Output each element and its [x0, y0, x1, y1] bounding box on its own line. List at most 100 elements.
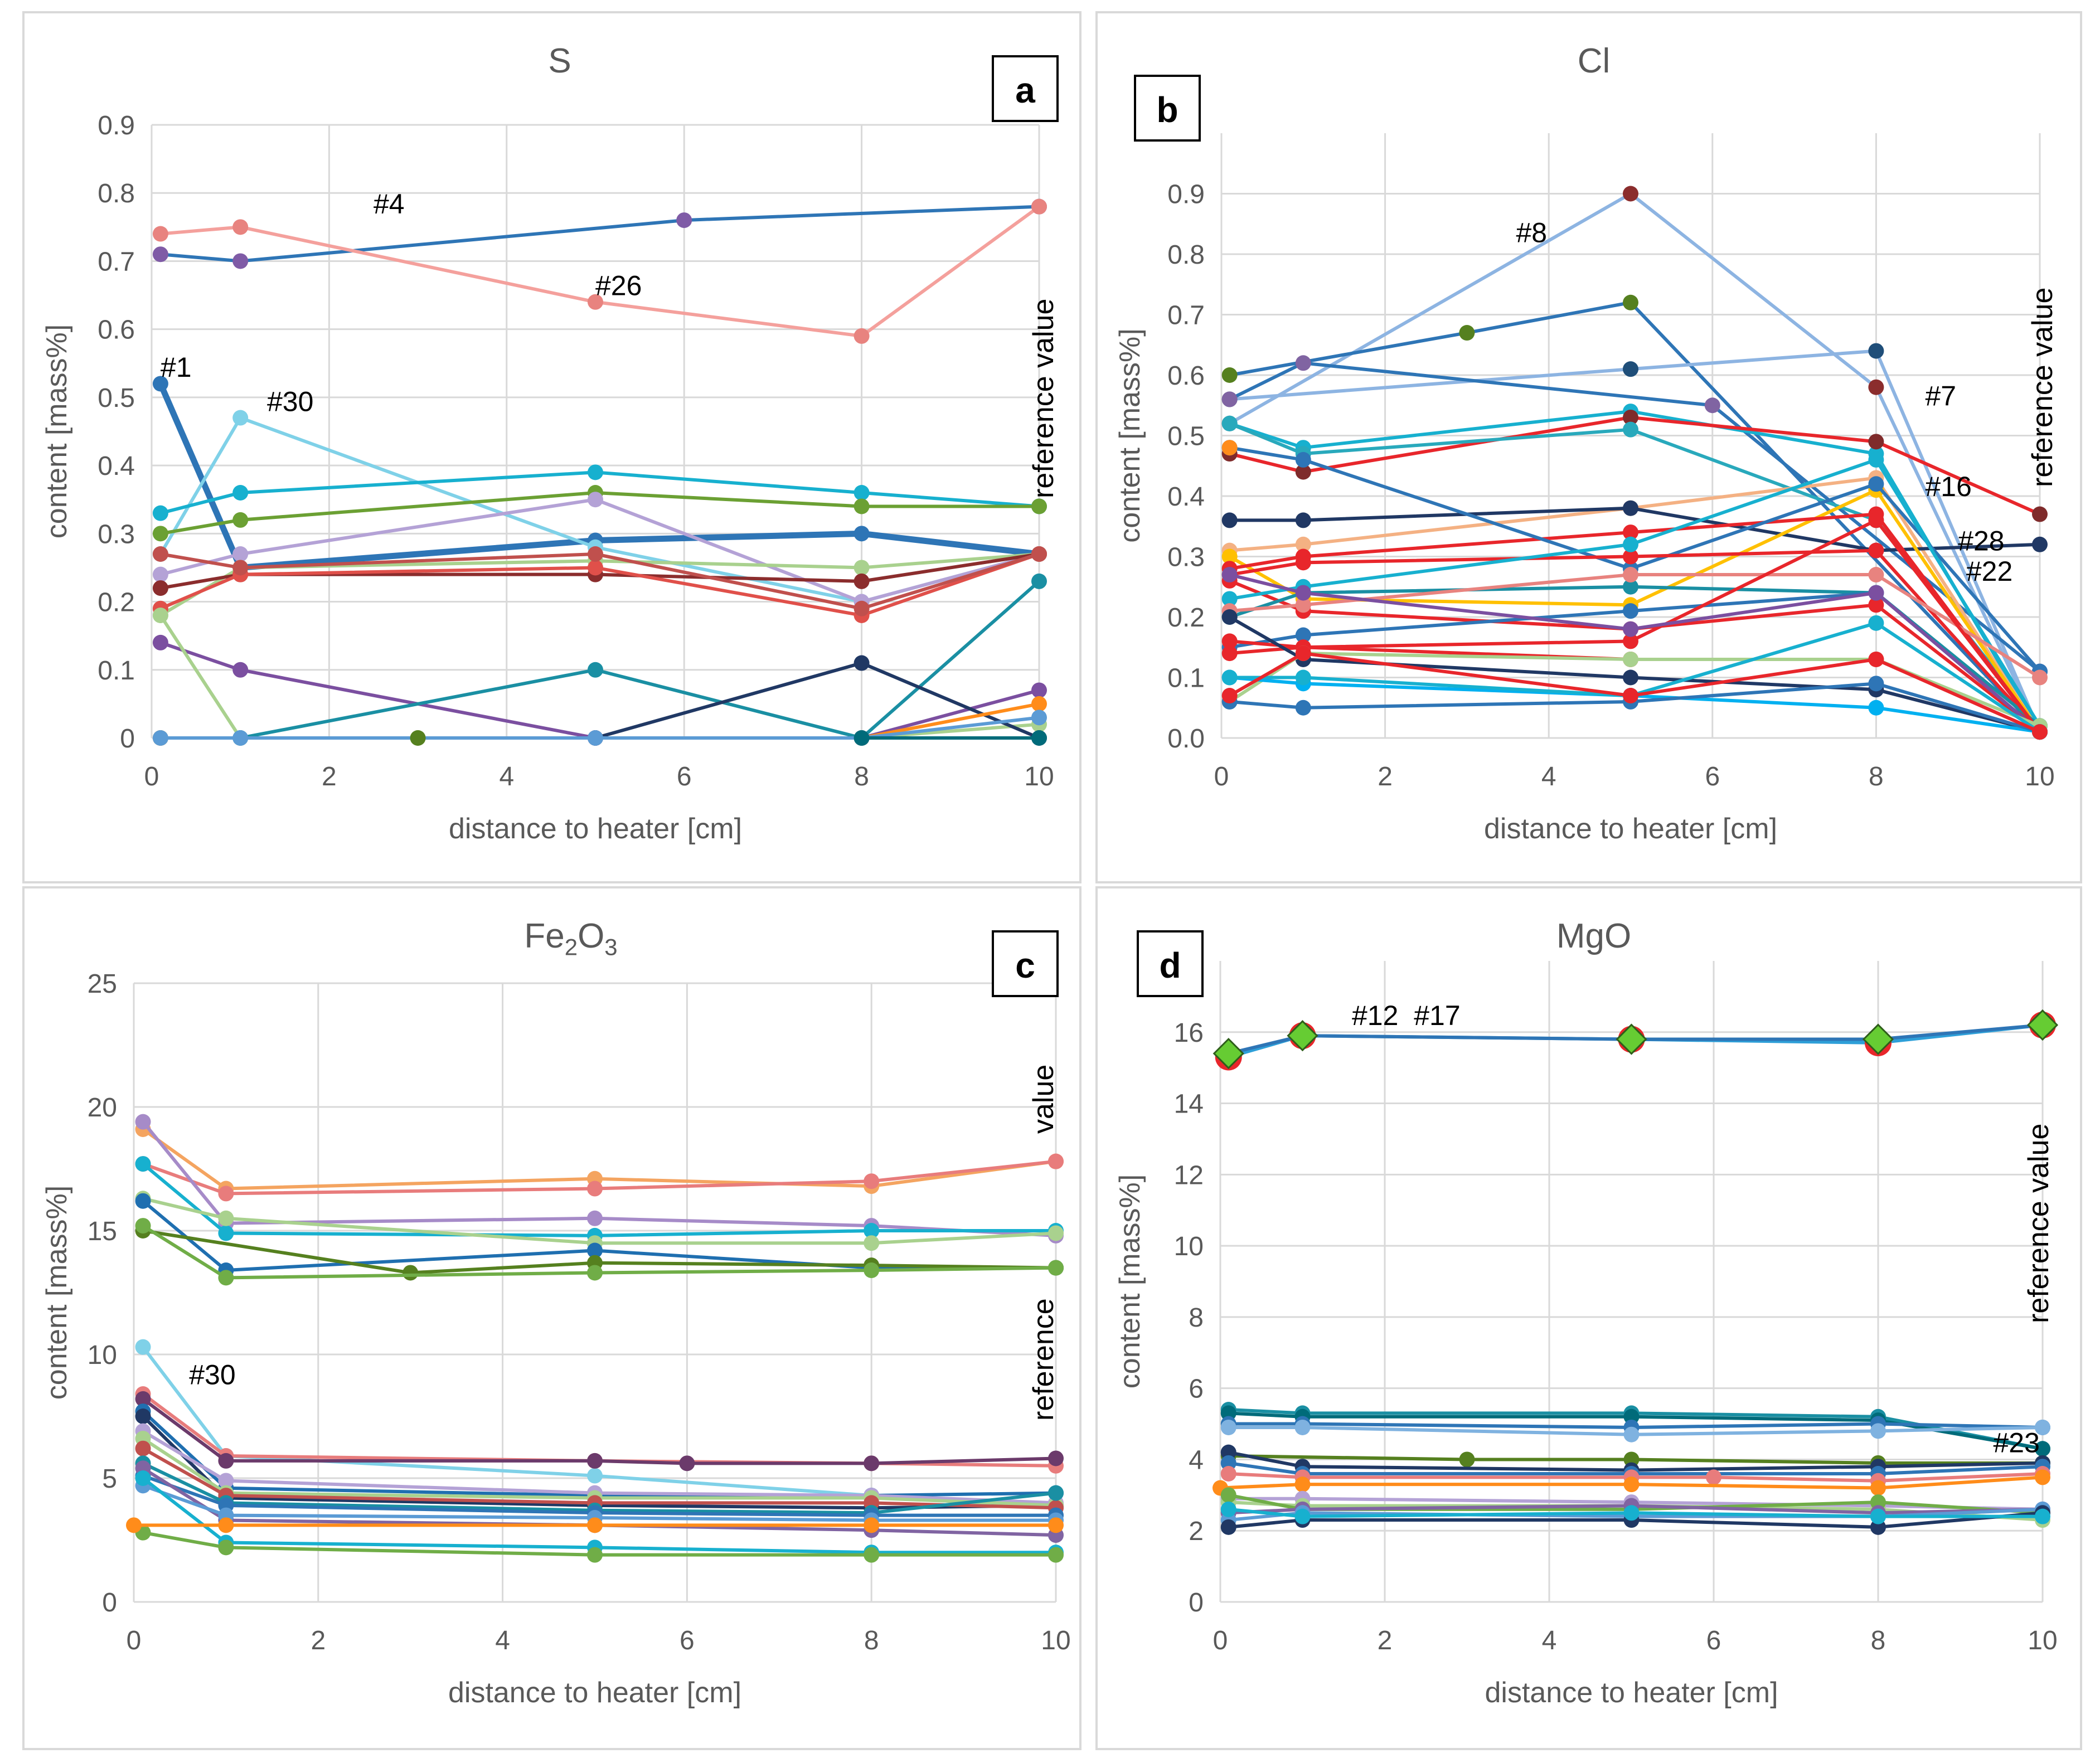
chart-b-ytick: 0.2 [1167, 603, 1205, 633]
chart-a-point [588, 464, 603, 480]
chart-d-point [1870, 1480, 1886, 1496]
chart-b-xtick: 6 [1705, 762, 1720, 791]
chart-c-annotation: #30 [189, 1359, 235, 1390]
chart-c-point [864, 1235, 880, 1251]
chart-a-ytick: 0.6 [98, 315, 135, 345]
chart-a-ytick: 0.4 [98, 451, 135, 481]
chart-b-xlabel: distance to heater [cm] [1484, 813, 1777, 845]
chart-a-point [588, 294, 603, 310]
chart-c-xtick: 4 [495, 1626, 510, 1655]
chart-c-point [1048, 1547, 1064, 1563]
chart-d-ytick: 14 [1174, 1090, 1204, 1119]
chart-b-point [1868, 512, 1884, 528]
chart-b-point [1868, 567, 1884, 583]
chart-b-point [1704, 397, 1720, 414]
chart-c-point [864, 1223, 880, 1239]
chart-a-point [588, 560, 603, 576]
chart-a-point [232, 560, 249, 576]
chart-b-point [2032, 506, 2048, 522]
chart-b-point [1295, 555, 1311, 571]
chart-d-ylabel: content [mass%] [1114, 1174, 1146, 1388]
chart-d-point [1294, 1477, 1311, 1493]
chart-c-point [218, 1210, 234, 1226]
chart-c-point [1048, 1485, 1064, 1501]
chart-b-point [1295, 536, 1311, 552]
chart-d-point [1220, 1444, 1236, 1460]
chart-a-xtick: 8 [854, 762, 869, 791]
chart-b-point [1221, 367, 1238, 383]
chart-a-point [1031, 198, 1047, 215]
chart-d-ytick: 6 [1189, 1375, 1204, 1404]
chart-a-point [588, 662, 603, 678]
chart-b-ytick: 0.8 [1167, 240, 1205, 270]
chart-c-point [135, 1218, 151, 1234]
chart-b-point [1623, 524, 1638, 541]
chart-a-ytick: 0.7 [98, 247, 135, 276]
chart-a-point [152, 505, 168, 521]
chart-c-point [1048, 1153, 1064, 1169]
chart-b-point [1623, 603, 1638, 619]
chart-d-point [1220, 1501, 1236, 1517]
chart-a-point [232, 219, 249, 235]
chart-c-point [864, 1547, 880, 1563]
chart-b-point [1623, 421, 1638, 438]
chart-b-point [1221, 440, 1238, 456]
chart-c-xtick: 8 [864, 1626, 879, 1655]
chart-b-annotation: #16 [1925, 471, 1971, 502]
chart-b-point [1623, 500, 1638, 516]
chart-d-annotation: #23 [1994, 1427, 2040, 1459]
chart-a-point [1031, 546, 1047, 562]
chart-b-point [1623, 548, 1638, 565]
chart-b-point [2032, 669, 2048, 686]
chart-b-series-line [1229, 192, 2041, 733]
chart-b-ytick: 0.3 [1167, 543, 1205, 572]
chart-d-point [1220, 1419, 1236, 1435]
chart-b-point [1221, 548, 1238, 565]
chart-a-ytick: 0.5 [98, 383, 135, 413]
chart-b-point [1623, 633, 1638, 649]
chart-b-point [1868, 615, 1884, 631]
chart-b-point [1221, 391, 1238, 407]
chart-b-point [1221, 415, 1238, 431]
panel-b: 0 2 4 6 8 10 0.0 0.1 0.2 0.3 0.4 0.5 0.6 0.7 0.8 0.9 dis… [1095, 11, 2082, 883]
chart-c-point [1048, 1450, 1064, 1466]
chart-c-point [587, 1181, 603, 1197]
chart-a-annotation: #1 [161, 352, 192, 383]
chart-b-point [1295, 700, 1311, 716]
chart-a-xtick: 2 [322, 762, 337, 791]
chart-a-xtick: 0 [144, 762, 159, 791]
chart-c-point [1048, 1260, 1064, 1276]
chart-a-point [152, 608, 168, 623]
chart-b-point [1623, 567, 1638, 583]
chart-a-ytick: 0.3 [98, 519, 135, 549]
chart-d-xtick: 6 [1706, 1626, 1721, 1655]
chart-c-point [402, 1265, 419, 1281]
chart-a-title: S [548, 42, 571, 80]
chart-c-point [1048, 1517, 1064, 1533]
chart-b-point [1295, 512, 1311, 528]
chart-d-point [1616, 1023, 1647, 1055]
chart-c-point [135, 1440, 151, 1456]
chart-b-svg: 0 2 4 6 8 10 0.0 0.1 0.2 0.3 0.4 0.5 0.6 0.7 0.8 0.9 dis… [1114, 133, 2055, 845]
chart-b-point [1868, 651, 1884, 667]
panel-a-label: a [992, 55, 1059, 122]
chart-d-svg: 0 2 4 6 8 10 0 2 4 6 8 10 12 14 16 distance to heater [… [1114, 961, 2059, 1709]
chart-b-point [1221, 688, 1238, 704]
chart-b-xtick: 2 [1378, 762, 1393, 791]
chart-a-point [152, 526, 168, 542]
chart-c-title-sub1: 2 [564, 934, 578, 960]
chart-b-xtick: 10 [2025, 762, 2054, 791]
chart-c-ytick: 5 [102, 1464, 117, 1494]
chart-d-point [2035, 1419, 2050, 1435]
chart-a-point [853, 573, 870, 589]
chart-b-annotation: #28 [1958, 526, 2004, 557]
chart-c-point [135, 1339, 151, 1355]
chart-b-point [1868, 434, 1884, 450]
chart-d-point [1459, 1451, 1475, 1468]
chart-d-title: MgO [1556, 917, 1632, 955]
chart-a-point [588, 546, 603, 562]
chart-c-point [587, 1265, 603, 1281]
chart-a-series-line [159, 614, 1040, 740]
reference-value-label-c-bottom: reference [1027, 1298, 1060, 1421]
chart-c-point [135, 1470, 151, 1486]
